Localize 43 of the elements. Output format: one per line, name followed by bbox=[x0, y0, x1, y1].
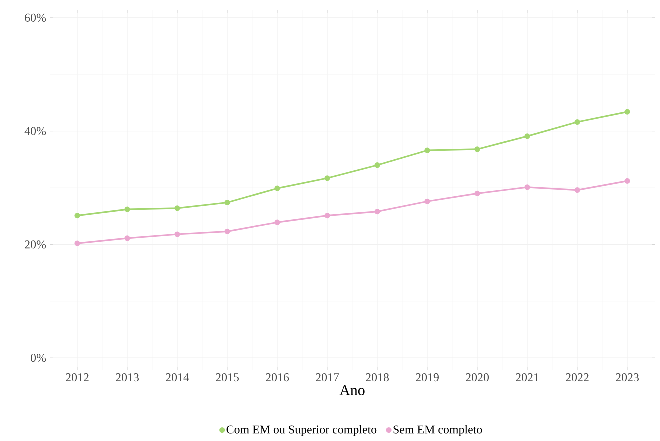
x-tick-label: 2012 bbox=[66, 374, 89, 382]
point bbox=[274, 186, 280, 192]
point bbox=[524, 184, 530, 190]
y-tick-label: 20% bbox=[25, 240, 46, 249]
point bbox=[474, 146, 480, 152]
point bbox=[124, 236, 130, 242]
point bbox=[324, 176, 330, 182]
x-tick-label: 2013 bbox=[116, 374, 139, 382]
y-tick-label: 0% bbox=[30, 354, 46, 362]
point bbox=[274, 220, 280, 226]
x-tick-label: 2022 bbox=[566, 374, 589, 382]
point bbox=[374, 209, 380, 215]
x-axis-title: Ano bbox=[340, 385, 365, 396]
x-tick-label: 2018 bbox=[366, 374, 389, 382]
x-tick-label: 2017 bbox=[316, 374, 340, 382]
x-tick-label: 2019 bbox=[416, 374, 439, 382]
y-tick-label: 40% bbox=[24, 127, 46, 136]
x-tick-label: 2014 bbox=[166, 374, 190, 382]
point bbox=[174, 232, 180, 238]
x-tick-label: 2015 bbox=[216, 374, 239, 382]
point bbox=[474, 190, 480, 196]
point bbox=[74, 213, 80, 219]
point bbox=[174, 206, 180, 212]
legend-label: Com EM ou Superior completo bbox=[226, 425, 377, 436]
legend-label: Sem EM completo bbox=[394, 425, 482, 436]
point bbox=[224, 200, 230, 206]
point bbox=[624, 178, 630, 184]
point bbox=[574, 187, 580, 194]
point bbox=[574, 119, 580, 126]
point bbox=[324, 213, 330, 219]
x-tick-label: 2020 bbox=[466, 374, 489, 382]
y-tick-label: 60% bbox=[25, 14, 46, 22]
x-tick-label: 2021 bbox=[516, 374, 539, 382]
x-tick-label: 2023 bbox=[616, 374, 639, 382]
point bbox=[124, 206, 130, 212]
point bbox=[424, 198, 430, 204]
point bbox=[74, 240, 80, 246]
point bbox=[424, 148, 430, 154]
point bbox=[624, 109, 630, 115]
point bbox=[224, 228, 230, 234]
point bbox=[524, 134, 530, 140]
x-tick-label: 2016 bbox=[266, 374, 290, 382]
point bbox=[374, 162, 380, 168]
